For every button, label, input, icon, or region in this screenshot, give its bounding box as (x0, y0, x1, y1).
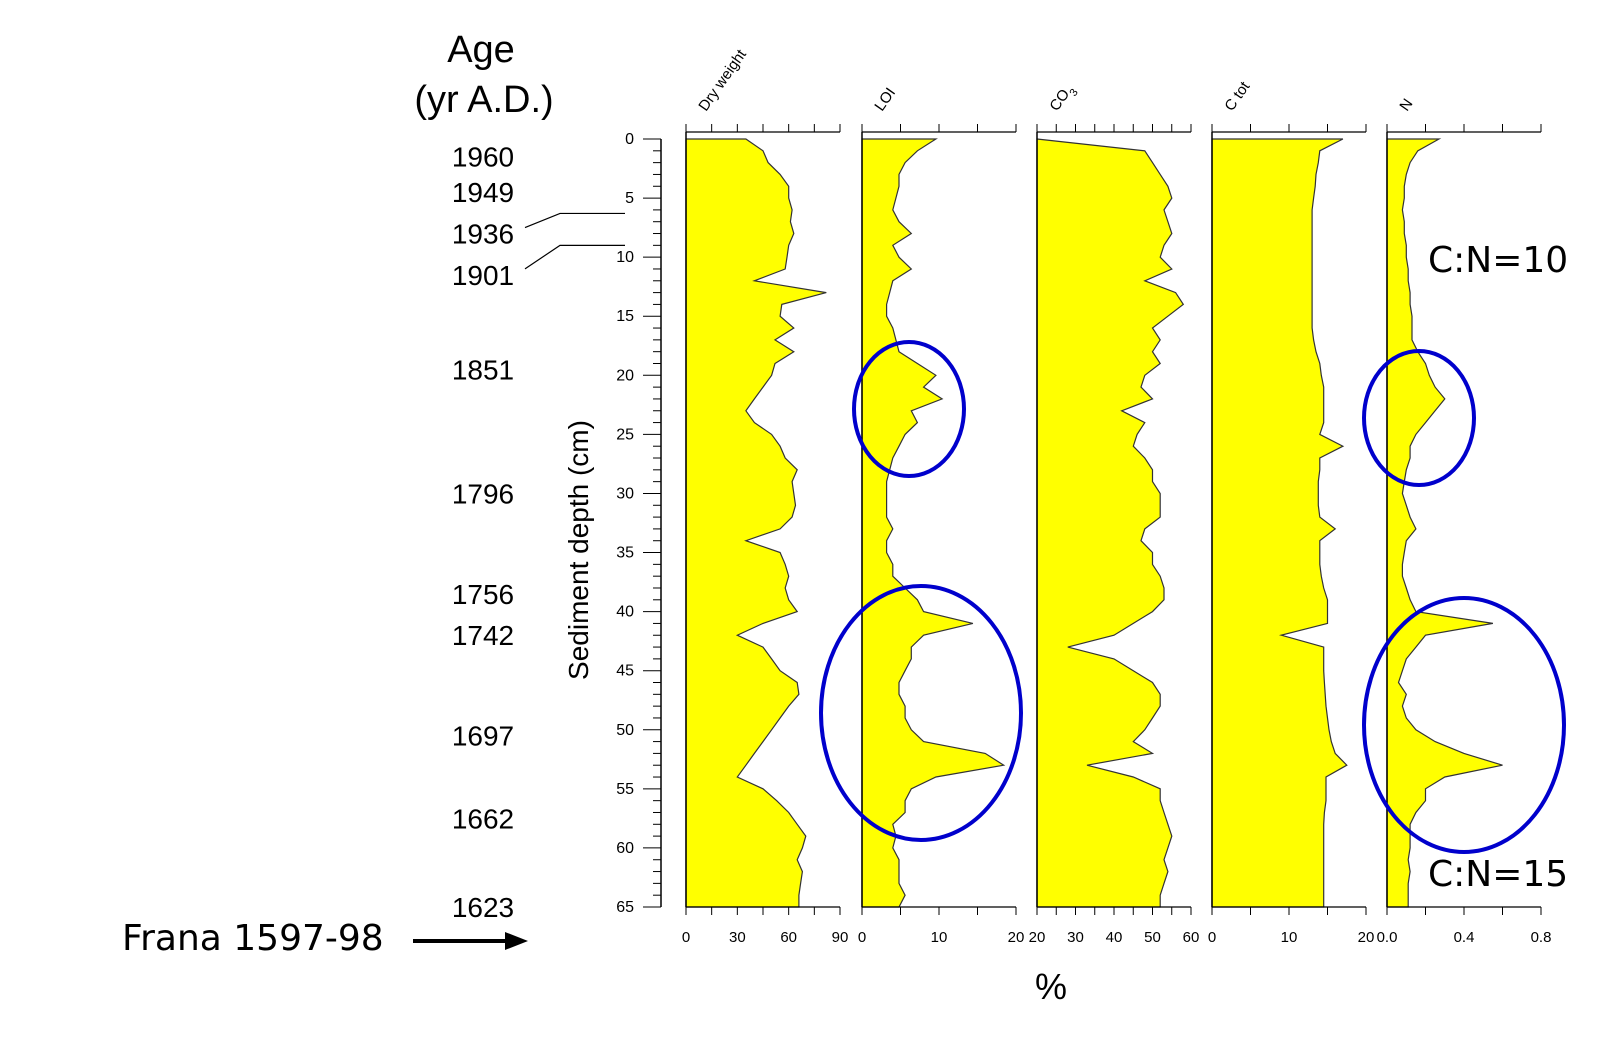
tick-label-co3: 40 (1106, 929, 1123, 946)
tick-label-loi: 10 (931, 929, 948, 946)
area-c-tot (1211, 138, 1348, 908)
tick-label-co3: 20 (1029, 929, 1046, 946)
n-highlight-circle-2 (1362, 596, 1566, 854)
tick-label-dry-weight: 0 (682, 929, 690, 946)
tick-label-co3: 60 (1183, 929, 1200, 946)
age-connector-line (524, 212, 625, 229)
y-tick-label: 45 (616, 663, 634, 680)
area-n (1386, 138, 1503, 908)
y-tick-label: 0 (625, 131, 634, 148)
cn10-annotation: C:N=10 (1428, 240, 1568, 281)
y-tick-label: 5 (625, 190, 634, 207)
y-tick-label: 30 (616, 485, 634, 502)
cn15-annotation: C:N=15 (1428, 854, 1568, 895)
age-label: 1936 (452, 219, 514, 250)
highlight-circles (819, 340, 1566, 854)
event-label: Frana 1597-98 (122, 918, 384, 959)
tick-label-c-tot: 10 (1281, 929, 1298, 946)
area-dry-weight (685, 138, 827, 908)
tick-label-loi: 20 (1008, 929, 1025, 946)
tick-label-n: 0.8 (1531, 929, 1552, 946)
age-label: 1756 (452, 579, 514, 610)
y-tick-label: 60 (616, 840, 634, 857)
age-header-line2: (yr A.D.) (414, 79, 553, 121)
n-highlight-circle-1 (1362, 349, 1476, 487)
area-loi (861, 138, 1006, 908)
panel-header-loi: LOI (871, 85, 899, 115)
tick-label-loi: 0 (858, 929, 866, 946)
y-tick-label: 65 (616, 899, 634, 916)
panel-co3: 20 30 40 50 60 (1029, 124, 1200, 946)
tick-label-c-tot: 20 (1358, 929, 1375, 946)
tick-label-c-tot: 0 (1208, 929, 1216, 946)
x-unit-label: % (1035, 966, 1067, 1007)
panel-header-dry-weight: Dry weight (695, 46, 750, 114)
loi-highlight-circle-2 (819, 584, 1023, 842)
y-tick-label: 35 (616, 545, 634, 562)
tick-label-n: 0.0 (1377, 929, 1398, 946)
y-tick-label: 50 (616, 722, 634, 739)
loi-highlight-circle-1 (852, 340, 966, 478)
age-label: 1949 (452, 177, 514, 208)
age-label: 1901 (452, 260, 514, 291)
age-label: 1697 (452, 721, 514, 752)
y-axis-label: Sediment depth (cm) (563, 420, 594, 680)
age-connector-line (524, 244, 625, 270)
age-label: 1851 (452, 354, 514, 385)
panel-header-co3: CO3 (1046, 81, 1080, 117)
event-arrow (413, 932, 528, 950)
panel-header-c-tot: C tot (1221, 78, 1254, 114)
age-header-line1: Age (447, 29, 515, 71)
panel-c-tot: 0 10 20 (1208, 124, 1375, 946)
tick-label-dry-weight: 30 (729, 929, 746, 946)
y-tick-label: 10 (616, 249, 634, 266)
panel-header-n: N (1396, 96, 1416, 115)
y-tick-label: 15 (616, 308, 634, 325)
panel-n: 0.0 0.4 0.8 (1377, 124, 1552, 946)
tick-label-n: 0.4 (1454, 929, 1475, 946)
age-label: 1662 (452, 803, 514, 834)
tick-label-co3: 50 (1144, 929, 1161, 946)
y-tick-label: 20 (616, 367, 634, 384)
age-label: 1960 (452, 142, 514, 173)
tick-label-dry-weight: 90 (832, 929, 849, 946)
y-tick-label: 25 (616, 426, 634, 443)
tick-label-dry-weight: 60 (780, 929, 797, 946)
age-label: 1742 (452, 620, 514, 651)
y-tick-label: 40 (616, 604, 634, 621)
panel-dry-weight: 0 30 60 90 (682, 124, 849, 946)
age-label: 1623 (452, 892, 514, 923)
area-co3 (1036, 138, 1185, 908)
panel-loi: 0 10 20 (858, 124, 1025, 946)
y-tick-label: 55 (616, 781, 634, 798)
age-label: 1796 (452, 478, 514, 509)
tick-label-co3: 30 (1067, 929, 1084, 946)
